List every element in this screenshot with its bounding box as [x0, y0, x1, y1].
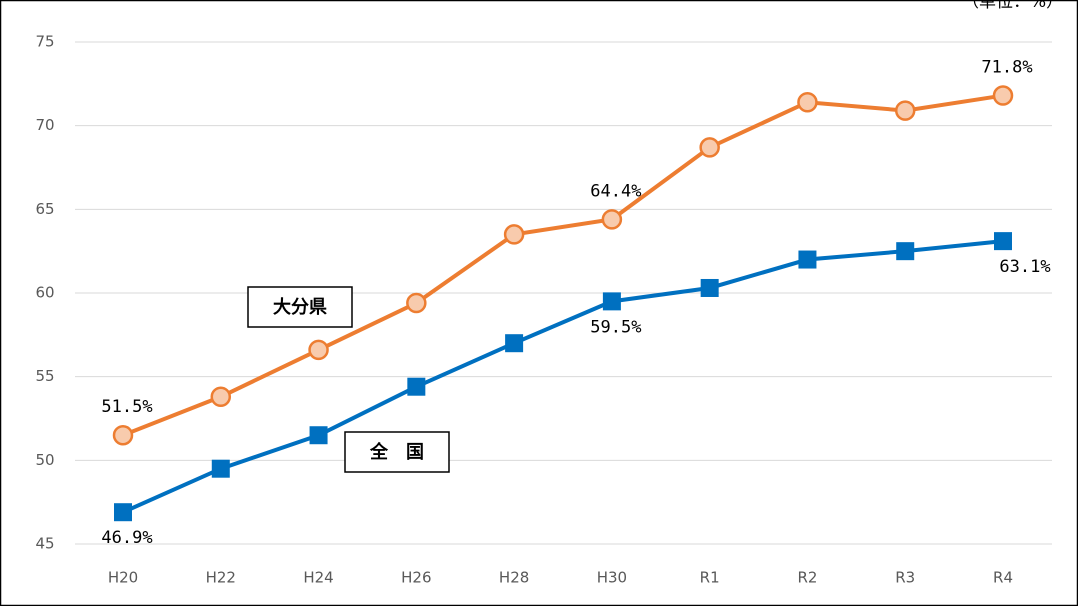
series-line — [122, 93, 1004, 438]
point — [505, 334, 524, 353]
point — [798, 250, 817, 269]
legend-box — [344, 431, 450, 473]
point — [896, 242, 915, 261]
data-label: 59.5% — [590, 317, 641, 337]
data-label: 64.4% — [590, 181, 641, 201]
data-label: 63.1% — [999, 257, 1050, 277]
x-tick-label: H20 — [108, 569, 138, 587]
x-tick-label: R1 — [700, 569, 720, 587]
point — [601, 209, 623, 230]
y-tick-label: 45 — [35, 535, 54, 553]
x-tick-label: R3 — [895, 569, 915, 587]
legend-label: 全 国 — [369, 441, 424, 463]
y-tick-label: 70 — [35, 116, 54, 134]
point — [112, 424, 134, 446]
point — [700, 278, 719, 297]
point — [894, 100, 916, 121]
legend-label: 大分県 — [273, 296, 327, 318]
y-tick-label: 50 — [35, 451, 54, 469]
point — [992, 85, 1014, 106]
y-tick-label: 55 — [35, 367, 54, 385]
point — [503, 224, 525, 245]
data-label: 71.8% — [981, 58, 1032, 78]
x-tick-label: H26 — [401, 569, 431, 587]
point — [602, 292, 621, 311]
y-tick-label: 60 — [35, 284, 54, 302]
point — [406, 292, 427, 314]
point — [994, 232, 1012, 251]
legend-box — [247, 286, 353, 328]
x-tick-label: H28 — [499, 569, 529, 587]
y-tick-label: 75 — [35, 33, 54, 51]
unit-note: （単位：%） — [962, 0, 1063, 12]
point — [308, 339, 329, 361]
point — [407, 377, 426, 396]
series-line — [122, 239, 1004, 515]
point — [797, 91, 818, 113]
point — [699, 137, 720, 158]
x-tick-label: H30 — [597, 569, 627, 587]
point — [309, 426, 328, 445]
point — [211, 459, 230, 478]
x-tick-label: R2 — [797, 569, 817, 587]
data-label: 51.5% — [101, 397, 152, 417]
data-label: 46.9% — [101, 528, 152, 548]
x-tick-label: H22 — [206, 569, 236, 587]
x-tick-label: H24 — [303, 569, 333, 587]
point — [210, 386, 232, 407]
point — [114, 503, 132, 522]
y-tick-label: 65 — [35, 200, 54, 218]
x-tick-label: R4 — [993, 569, 1013, 587]
